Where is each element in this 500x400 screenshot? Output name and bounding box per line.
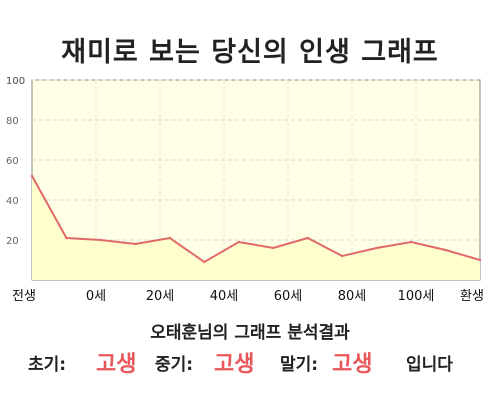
data-point-12: [444, 248, 447, 252]
x-tick-label-2: 20세: [146, 289, 175, 304]
mid-value: 고생: [214, 352, 255, 377]
analysis-summary: 오태훈님의 그래프 분석결과: [150, 323, 350, 343]
y-tick-label-2: 60: [6, 156, 19, 167]
data-point-4: [168, 236, 172, 240]
late-value: 고생: [332, 352, 373, 377]
data-point-8: [306, 236, 309, 240]
late-label: 말기:: [280, 355, 319, 375]
data-point-13: [478, 258, 482, 262]
y-tick-label-3: 80: [6, 116, 19, 127]
series-area: [30, 174, 482, 280]
early-label: 초기:: [28, 355, 67, 375]
x-axis-ticks: 전생 0세 20세 40세 60세 80세 100세 환생: [12, 289, 484, 304]
early-value: 고생: [96, 352, 137, 377]
data-point-1: [65, 236, 68, 240]
data-point-11: [409, 240, 413, 244]
series-line: [31, 175, 481, 264]
chart-title: 재미로 보는 당신의 인생 그래프: [61, 37, 439, 68]
y-tick-label-max: 100: [6, 76, 25, 87]
data-point-7: [272, 246, 275, 250]
x-tick-label-5: 80세: [338, 289, 367, 304]
x-tick-label-0: 전생: [12, 289, 36, 304]
x-tick-label-6: 100세: [398, 289, 435, 304]
data-point-10: [375, 246, 378, 250]
x-tick-label-1: 0세: [86, 289, 106, 304]
x-tick-label-3: 40세: [210, 289, 239, 304]
y-tick-label-0: 20: [6, 236, 19, 247]
y-tick-label-4: 100: [6, 76, 25, 87]
x-tick-label-7: 환생: [460, 289, 484, 304]
data-point-2: [99, 238, 103, 242]
series-area-fill: [32, 176, 480, 280]
y-tick-label-1: 40: [6, 196, 19, 207]
data-point-5: [203, 260, 206, 264]
result-suffix: 입니다: [406, 355, 453, 375]
x-tick-label-4: 60세: [274, 289, 303, 304]
data-point-3: [134, 242, 137, 246]
grid-lines: [32, 79, 480, 280]
data-point-6: [237, 240, 240, 244]
mid-label: 중기:: [155, 355, 194, 375]
data-point-9: [340, 254, 344, 258]
data-point-0: [30, 174, 34, 178]
